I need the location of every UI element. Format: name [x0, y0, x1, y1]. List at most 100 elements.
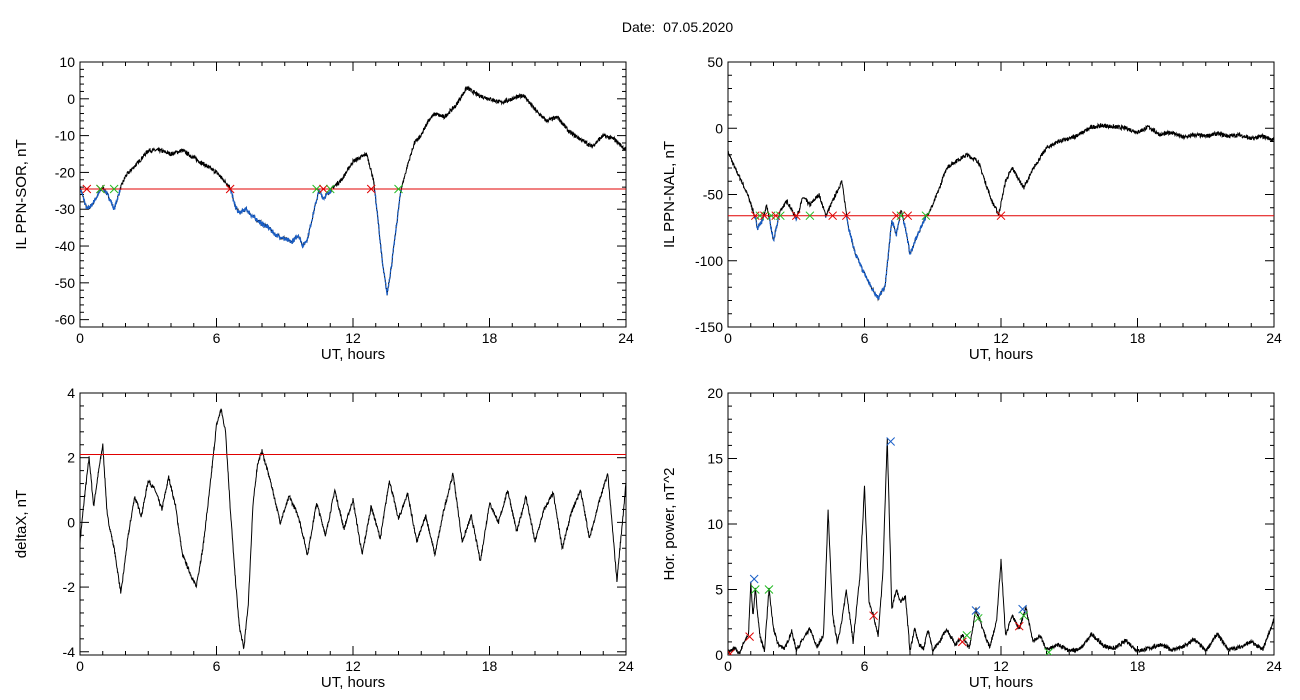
marker-red — [225, 184, 235, 194]
marker-red — [903, 211, 913, 221]
y-tick-label: 0 — [67, 514, 75, 530]
y-tick-label: 0 — [67, 91, 75, 107]
marker-blue — [749, 574, 759, 584]
series-line — [80, 408, 626, 650]
marker-stroke — [755, 211, 765, 221]
marker-green — [766, 211, 776, 221]
marker-stroke — [1045, 648, 1054, 655]
marker-stroke — [921, 211, 931, 221]
marker-green — [750, 585, 760, 594]
plot-area — [728, 122, 1274, 303]
marker-red — [750, 211, 760, 221]
marker-stroke — [775, 211, 785, 221]
marker-blue — [971, 606, 981, 615]
marker-green — [764, 585, 774, 594]
marker-red — [745, 632, 754, 642]
marker-red — [996, 211, 1006, 221]
marker-green — [96, 184, 105, 194]
marker-red — [366, 184, 376, 194]
y-tick-label: 50 — [707, 54, 723, 70]
marker-stroke — [109, 184, 119, 194]
marker-stroke — [728, 649, 735, 655]
plot-frame — [727, 392, 1275, 656]
panel-deltax: 0 6 12 18 24 4 2 0 -2 -4 UT, hours deltaX, nT — [13, 385, 634, 691]
y-tick-label: -50 — [55, 275, 75, 291]
marker-green — [109, 184, 119, 194]
date-label: Date: — [621, 19, 656, 35]
y-tick-label: -150 — [695, 319, 723, 335]
below-threshold-segment — [754, 215, 764, 231]
marker-red — [891, 211, 901, 221]
panel-sor: 0 6 12 18 24 10 0 -10 -20 -30 -40 -50 -60 UT, hours IL… — [13, 54, 634, 363]
marker-stroke — [760, 211, 769, 221]
y-axis-label: IL PPN-NAL, nT — [661, 141, 678, 248]
below-threshold-segment — [794, 216, 798, 222]
x-tick-label: 6 — [213, 658, 221, 674]
below-threshold-segment — [230, 187, 332, 249]
marker-red — [82, 184, 92, 194]
y-tick-label: 2 — [67, 450, 75, 466]
below-threshold-segment — [845, 215, 901, 303]
y-tick-label: -4 — [63, 644, 76, 660]
panel-power: 0 6 12 18 24 20 15 10 5 0 UT, hours Hor. power, nT^… — [661, 385, 1282, 691]
marker-stroke — [828, 211, 838, 221]
marker-red — [728, 649, 735, 655]
marker-stroke — [764, 585, 774, 594]
plot-area — [80, 85, 626, 296]
x-tick-label: 6 — [861, 330, 869, 346]
y-tick-label: 10 — [707, 516, 723, 532]
plot-area — [728, 437, 1274, 655]
x-tick-label: 18 — [482, 658, 498, 674]
y-tick-label: -10 — [55, 128, 75, 144]
marker-red — [1014, 621, 1024, 631]
below-threshold-segment — [374, 189, 402, 296]
marker-stroke — [394, 184, 403, 194]
marker-stroke — [771, 211, 781, 221]
marker-stroke — [841, 211, 851, 221]
marker-stroke — [971, 606, 981, 615]
plot-area — [80, 408, 626, 650]
marker-green — [312, 184, 321, 194]
x-tick-label: 0 — [724, 658, 732, 674]
marker-stroke — [791, 211, 801, 221]
plot-frame — [79, 392, 627, 656]
x-tick-label: 0 — [76, 330, 84, 346]
x-tick-label: 0 — [76, 658, 84, 674]
x-tick-label: 18 — [482, 330, 498, 346]
marker-stroke — [869, 611, 878, 621]
y-tick-label: -60 — [55, 312, 75, 328]
marker-green — [1044, 648, 1054, 655]
marker-green — [805, 211, 815, 221]
plot-frame — [727, 61, 1275, 328]
y-axis-label: Hor. power, nT^2 — [661, 468, 678, 581]
marker-stroke — [903, 211, 913, 221]
marker-red — [771, 211, 781, 221]
x-tick-label: 12 — [993, 658, 1009, 674]
marker-red — [828, 211, 838, 221]
marker-stroke — [82, 184, 92, 194]
x-tick-label: 12 — [345, 330, 361, 346]
marker-stroke — [957, 637, 967, 647]
series-line — [728, 438, 1274, 655]
marker-stroke — [973, 613, 983, 623]
marker-stroke — [996, 211, 1006, 221]
marker-stroke — [891, 211, 901, 221]
marker-stroke — [366, 184, 376, 194]
marker-green — [325, 184, 335, 194]
x-tick-label: 0 — [724, 330, 732, 346]
y-tick-label: 0 — [715, 120, 723, 136]
marker-stroke — [750, 585, 760, 594]
x-tick-label: 24 — [1266, 658, 1282, 674]
y-tick-label: -40 — [55, 238, 75, 254]
marker-stroke — [805, 211, 815, 221]
marker-stroke — [1019, 611, 1029, 621]
marker-stroke — [962, 630, 972, 640]
y-tick-label: -50 — [703, 187, 723, 203]
marker-stroke — [1014, 621, 1024, 631]
x-tick-label: 18 — [1130, 658, 1146, 674]
marker-green — [1019, 611, 1029, 621]
x-tick-label: 6 — [213, 330, 221, 346]
marker-blue — [886, 437, 896, 446]
marker-stroke — [325, 184, 335, 194]
